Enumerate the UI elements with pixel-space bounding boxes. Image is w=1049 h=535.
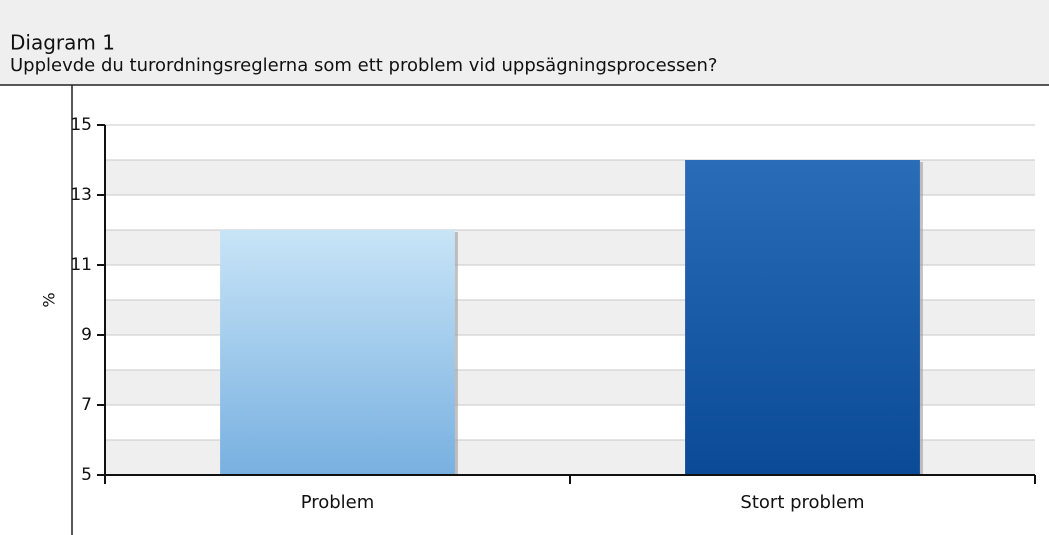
y-tick-label: 9 <box>81 325 92 345</box>
y-tick-label: 15 <box>70 115 92 135</box>
bar <box>685 160 920 475</box>
y-tick-label: 11 <box>70 255 92 275</box>
x-tick-label: Stort problem <box>740 492 864 513</box>
chart-subtitle: Upplevde du turordningsreglerna som ett … <box>10 55 717 76</box>
y-axis-label: % <box>40 292 59 307</box>
y-tick-label: 5 <box>81 465 92 485</box>
y-tick-label: 7 <box>81 395 92 415</box>
x-tick-label: Problem <box>301 492 375 513</box>
chart-title: Diagram 1 <box>10 31 115 55</box>
y-tick-label: 13 <box>70 185 92 205</box>
bar <box>220 230 455 475</box>
header-bg <box>0 0 1049 85</box>
